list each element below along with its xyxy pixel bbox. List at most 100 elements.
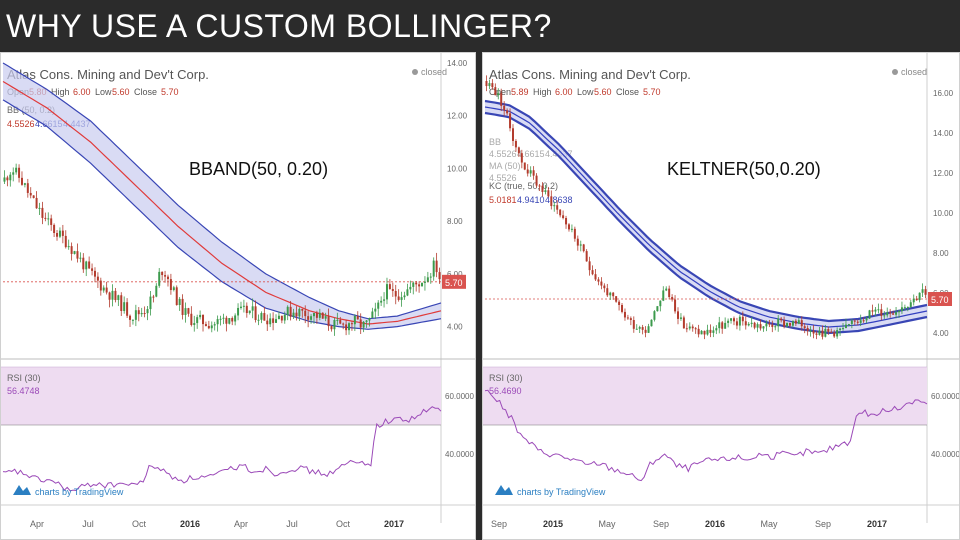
last-price-tag-text: 5.70 [931, 295, 949, 305]
ohlc-label: High [51, 87, 70, 97]
candle-body [494, 87, 497, 96]
indicator-name: KC (true, 50, 0.2) [489, 181, 558, 191]
candle-body [12, 172, 15, 175]
candle-body [900, 307, 903, 312]
candle-body [199, 314, 202, 318]
candle-body [567, 224, 570, 230]
candle-body [412, 282, 415, 287]
candle-body [741, 316, 744, 322]
candle-body [718, 322, 721, 329]
candle-body [280, 315, 283, 321]
rsi-tick-label: 60.0000 [931, 392, 960, 401]
candle-body [202, 314, 205, 325]
candle-body [724, 322, 727, 329]
candle-body [786, 322, 789, 327]
x-tick-label: Jul [82, 519, 94, 529]
candle-body [830, 331, 833, 333]
band-lower-line [2, 99, 442, 330]
candle-body [697, 328, 700, 335]
candle-body [70, 246, 73, 254]
candle-body [96, 276, 99, 281]
slide-title-bar: WHY USE A CUSTOM BOLLINGER? [0, 0, 960, 52]
candle-body [626, 317, 629, 319]
candle-body [178, 298, 181, 305]
candle-body [874, 309, 877, 312]
candle-body [638, 327, 641, 329]
market-status: closed [421, 67, 447, 77]
market-status: closed [901, 67, 927, 77]
candle-body [324, 316, 327, 319]
candle-body [242, 305, 245, 307]
y-tick-label: 6.00 [447, 270, 463, 279]
candle-body [438, 272, 441, 280]
candle-body [612, 292, 615, 297]
candle-body [756, 324, 759, 328]
ohlc-value: 5.60 [594, 87, 612, 97]
candle-body [219, 318, 222, 320]
candle-body [310, 316, 313, 320]
candle-body [803, 326, 806, 329]
candle-body [727, 320, 730, 323]
candle-body [254, 306, 257, 320]
y-tick-label: 12.00 [447, 112, 468, 121]
candle-body [123, 302, 126, 311]
candle-body [23, 183, 26, 185]
candle-body [158, 271, 161, 286]
candle-body [29, 192, 32, 196]
candle-body [573, 228, 576, 239]
symbol-name: Atlas Cons. Mining and Dev't Corp. [7, 67, 209, 82]
candle-body [275, 319, 278, 323]
candle-body [777, 318, 780, 327]
candle-body [523, 162, 526, 170]
candle-body [877, 309, 880, 311]
candle-body [85, 261, 88, 270]
candle-body [207, 325, 210, 329]
candle-body [251, 306, 254, 311]
ohlc-label: Low [95, 87, 112, 97]
candle-body [603, 285, 606, 289]
panel-divider [476, 52, 482, 540]
candle-body [780, 318, 783, 321]
candle-body [541, 185, 544, 192]
y-tick-label: 14.00 [933, 129, 954, 138]
candle-body [20, 177, 23, 185]
candle-body [342, 323, 345, 325]
candle-body [426, 277, 429, 282]
last-price-tag [442, 274, 466, 289]
candle-body [210, 325, 213, 329]
candle-body [783, 320, 786, 327]
candle-body [143, 313, 146, 315]
candle-body [827, 328, 830, 332]
candle-body [485, 81, 488, 87]
candle-body [362, 321, 365, 328]
candle-body [164, 275, 167, 277]
candle-body [886, 312, 889, 316]
candle-body [245, 305, 248, 314]
ohlc-label: Low [577, 87, 594, 97]
candle-body [503, 105, 506, 111]
slide-title: WHY USE A CUSTOM BOLLINGER? [6, 8, 552, 44]
ohlc-value: 5.70 [161, 87, 179, 97]
candle-body [517, 147, 520, 154]
candle-body [668, 288, 671, 298]
x-tick-label: Apr [30, 519, 44, 529]
candle-body [856, 321, 859, 323]
candle-body [629, 318, 632, 321]
candle-body [304, 310, 307, 317]
candle-body [196, 317, 199, 324]
candle-body [632, 320, 635, 329]
candle-body [597, 279, 600, 282]
candle-body [765, 323, 768, 327]
candle-body [677, 311, 680, 319]
candle-body [615, 296, 618, 302]
candle-body [277, 315, 280, 320]
rsi-band-fill [483, 367, 927, 425]
candle-body [506, 110, 509, 114]
candle-body [345, 324, 348, 331]
band-middle-line [484, 106, 928, 328]
tradingview-logo-icon [13, 485, 31, 495]
candle-body [889, 312, 892, 314]
candle-body [809, 330, 812, 332]
candle-body [336, 319, 339, 321]
ohlc-value: 5.60 [112, 87, 130, 97]
